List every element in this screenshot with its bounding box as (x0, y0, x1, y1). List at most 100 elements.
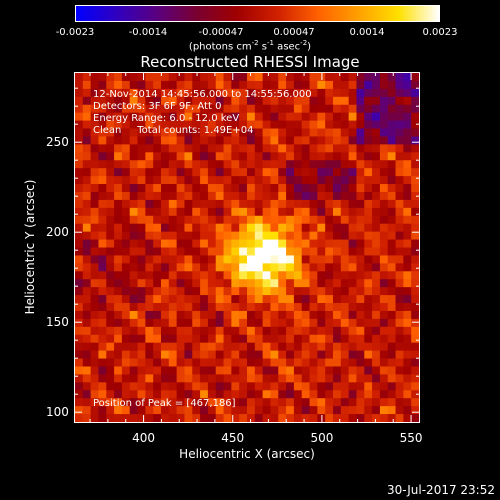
heatmap-cell (207, 295, 217, 304)
heatmap-cell (184, 255, 193, 264)
heatmap-cell (176, 382, 185, 391)
heatmap-cell (176, 358, 185, 367)
heatmap-cell (387, 231, 396, 240)
heatmap-cell (161, 366, 170, 375)
heatmap-cell (301, 80, 310, 90)
heatmap-cell (106, 239, 115, 248)
heatmap-cell (372, 390, 381, 399)
heatmap-cell (176, 390, 185, 399)
heatmap-cell (387, 152, 396, 161)
heatmap-cell (145, 136, 154, 145)
heatmap-cell (278, 358, 287, 367)
heatmap-cell (82, 374, 92, 383)
heatmap-cell (254, 271, 264, 280)
heatmap-cell (114, 406, 123, 415)
heatmap-cell (207, 374, 217, 383)
heatmap-cell (82, 231, 92, 240)
heatmap-cell (176, 398, 185, 407)
heatmap-cell (129, 128, 138, 137)
heatmap-cell (207, 310, 217, 320)
heatmap-cell (395, 112, 404, 121)
heatmap-cell (325, 160, 334, 169)
heatmap-cell (317, 303, 326, 312)
heatmap-cell (356, 88, 365, 98)
heatmap-cell (356, 231, 365, 240)
heatmap-cell (372, 136, 381, 145)
heatmap-cell (145, 112, 154, 121)
heatmap-cell (239, 255, 248, 264)
heatmap-cell (184, 191, 193, 201)
heatmap-cell (387, 112, 396, 121)
heatmap-cell (356, 326, 365, 336)
heatmap-cell (262, 239, 271, 248)
heatmap-cell (387, 374, 396, 383)
heatmap-cell (364, 73, 373, 82)
heatmap-cell (239, 96, 248, 106)
heatmap-cell (278, 255, 287, 264)
heatmap-cell (270, 342, 279, 352)
heatmap-cell (137, 88, 146, 98)
heatmap-cell (317, 326, 326, 336)
heatmap-cell (129, 199, 138, 209)
heatmap-cell (293, 342, 303, 352)
heatmap-cell (168, 374, 178, 383)
heatmap-cell (176, 366, 185, 375)
heatmap-cell (356, 390, 365, 399)
heatmap-cell (192, 215, 201, 225)
heatmap-cell (340, 350, 350, 359)
heatmap-cell (215, 231, 224, 240)
heatmap-cell (278, 136, 287, 145)
heatmap-cell (114, 199, 123, 209)
heatmap-cell (372, 231, 381, 240)
heatmap-cell (309, 112, 318, 121)
heatmap-cell (207, 366, 217, 375)
heatmap-cell (239, 152, 248, 161)
heatmap-cell (239, 144, 248, 153)
heatmap-cell (262, 279, 271, 288)
heatmap-cell (98, 136, 107, 145)
heatmap-cell (387, 382, 396, 391)
heatmap-cell (106, 152, 115, 161)
heatmap-cell (286, 303, 295, 312)
heatmap-cell (114, 160, 123, 169)
heatmap-cell (145, 390, 154, 399)
heatmap-cell (176, 287, 185, 296)
heatmap-cell (161, 176, 170, 185)
heatmap-cell (231, 191, 240, 201)
x-tick-label: 500 (310, 431, 334, 445)
heatmap-cell (129, 279, 138, 288)
heatmap-cell (137, 295, 146, 304)
heatmap-cell (356, 152, 365, 161)
heatmap-cell (301, 342, 310, 352)
heatmap-cell (286, 334, 295, 344)
heatmap-cell (121, 279, 131, 288)
heatmap-cell (129, 215, 138, 225)
heatmap-cell (348, 406, 357, 415)
heatmap-cell (106, 390, 115, 399)
heatmap-cell (176, 231, 185, 240)
heatmap-cell (114, 303, 123, 312)
heatmap-cell (200, 199, 209, 209)
heatmap-cell (90, 247, 99, 256)
heatmap-cell (372, 350, 381, 359)
heatmap-cell (317, 390, 326, 399)
heatmap-cell (145, 271, 154, 280)
heatmap-cell (168, 303, 178, 312)
heatmap-cell (309, 287, 318, 296)
heatmap-cell (325, 334, 334, 344)
heatmap-cell (286, 398, 295, 407)
heatmap-cell (278, 104, 287, 114)
heatmap-cell (317, 239, 326, 248)
heatmap-cell (356, 160, 365, 169)
heatmap-cell (356, 350, 365, 359)
heatmap-cell (286, 168, 295, 177)
heatmap-cell (215, 390, 224, 399)
heatmap-cell (372, 263, 381, 272)
heatmap-cell (98, 406, 107, 415)
heatmap-cell (403, 287, 412, 296)
heatmap-cell (372, 342, 381, 352)
heatmap-cell (364, 271, 373, 280)
heatmap-cell (403, 358, 412, 367)
heatmap-cell (207, 73, 217, 82)
heatmap-cell (301, 295, 310, 304)
